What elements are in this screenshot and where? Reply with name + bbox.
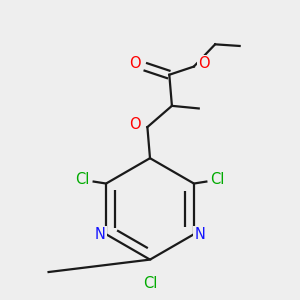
Text: N: N bbox=[95, 227, 106, 242]
Text: O: O bbox=[129, 117, 141, 132]
Text: O: O bbox=[129, 56, 141, 71]
Text: Cl: Cl bbox=[75, 172, 90, 187]
Text: Cl: Cl bbox=[210, 172, 225, 187]
Text: Cl: Cl bbox=[143, 276, 157, 291]
Text: O: O bbox=[198, 56, 209, 71]
Text: N: N bbox=[194, 227, 205, 242]
